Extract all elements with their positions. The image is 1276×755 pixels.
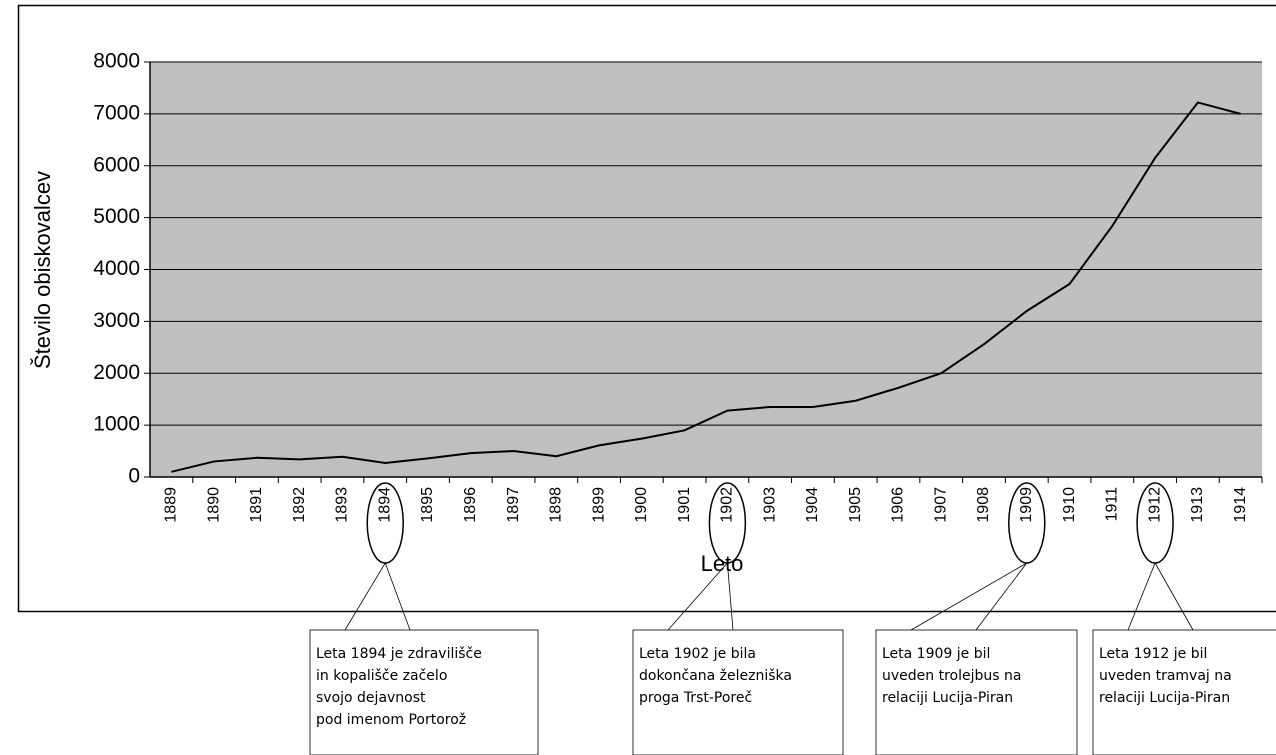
callout-line (1154, 562, 1194, 631)
x-tick-label: 1906 (890, 487, 907, 523)
callout-line (1127, 562, 1156, 631)
x-tick-label: 1911 (1104, 487, 1121, 522)
x-axis-label: Leto (701, 551, 744, 576)
annotation-text: Leta 1894 je zdravilišče (316, 646, 482, 662)
x-tick-label: 1894 (376, 487, 393, 523)
x-tick-label: 1890 (205, 487, 222, 523)
annotation-text: relaciji Lucija-Piran (1099, 690, 1230, 706)
y-tick-label: 5000 (93, 205, 140, 228)
x-tick-label: 1912 (1146, 487, 1163, 523)
annotation-text: pod imenom Portorož (316, 712, 466, 728)
x-tick-label: 1895 (419, 487, 436, 523)
y-tick-label: 8000 (93, 50, 140, 73)
annotation-text: dokončana železniška (639, 668, 792, 684)
x-tick-label: 1904 (804, 487, 821, 523)
annotation-box (1092, 629, 1276, 755)
x-tick-label: 1909 (1018, 487, 1035, 523)
x-tick-label: 1893 (334, 487, 351, 523)
x-tick-label: 1914 (1232, 487, 1249, 523)
line-series (171, 101, 1241, 473)
annotation-text: relaciji Lucija-Piran (882, 690, 1013, 706)
x-tick-label: 1896 (462, 487, 479, 523)
annotation-box (632, 629, 844, 755)
y-tick-label: 6000 (93, 153, 140, 176)
y-tick-label: 2000 (93, 361, 140, 384)
x-tick-label: 1900 (633, 487, 650, 523)
callout-line (344, 562, 386, 631)
x-tick-label: 1913 (1189, 487, 1206, 523)
annotation-text: in kopališče začelo (316, 668, 447, 684)
callout-line (910, 562, 1027, 631)
x-tick-label: 1903 (761, 487, 778, 523)
callout-line (975, 562, 1028, 631)
annotation-text: uveden tramvaj na (1099, 668, 1232, 684)
y-axis-label: Število obiskovalcev (30, 171, 55, 369)
annotation-text: Leta 1909 je bil (882, 646, 990, 662)
x-tick-label: 1902 (719, 487, 736, 523)
x-tick-label: 1905 (847, 487, 864, 523)
x-tick-label: 1901 (676, 487, 693, 523)
x-tick-label: 1891 (248, 487, 265, 523)
y-tick-label: 7000 (93, 101, 140, 124)
x-tick-label: 1907 (932, 487, 949, 523)
y-tick-label: 3000 (93, 309, 140, 332)
callout-line (667, 562, 728, 631)
y-tick-label: 0 (128, 465, 140, 488)
x-tick-label: 1898 (548, 487, 565, 523)
annotation-text: Leta 1902 je bila (639, 646, 756, 662)
callout-line (384, 562, 411, 631)
annotation-text: proga Trst-Poreč (639, 690, 752, 706)
annotation-text: Leta 1912 je bil (1099, 646, 1207, 662)
x-tick-label: 1892 (291, 487, 308, 523)
annotation-text: uveden trolejbus na (882, 668, 1021, 684)
annotation-box (309, 629, 539, 755)
callout-line (726, 562, 734, 631)
x-tick-label: 1908 (975, 487, 992, 523)
x-tick-label: 1897 (505, 487, 522, 523)
y-tick-label: 4000 (93, 257, 140, 280)
x-tick-label: 1910 (1061, 487, 1078, 523)
annotation-box (875, 629, 1078, 755)
y-tick-label: 1000 (93, 413, 140, 436)
x-tick-label: 1899 (590, 487, 607, 523)
x-tick-label: 1889 (163, 487, 180, 523)
annotation-text: svojo dejavnost (316, 690, 426, 706)
